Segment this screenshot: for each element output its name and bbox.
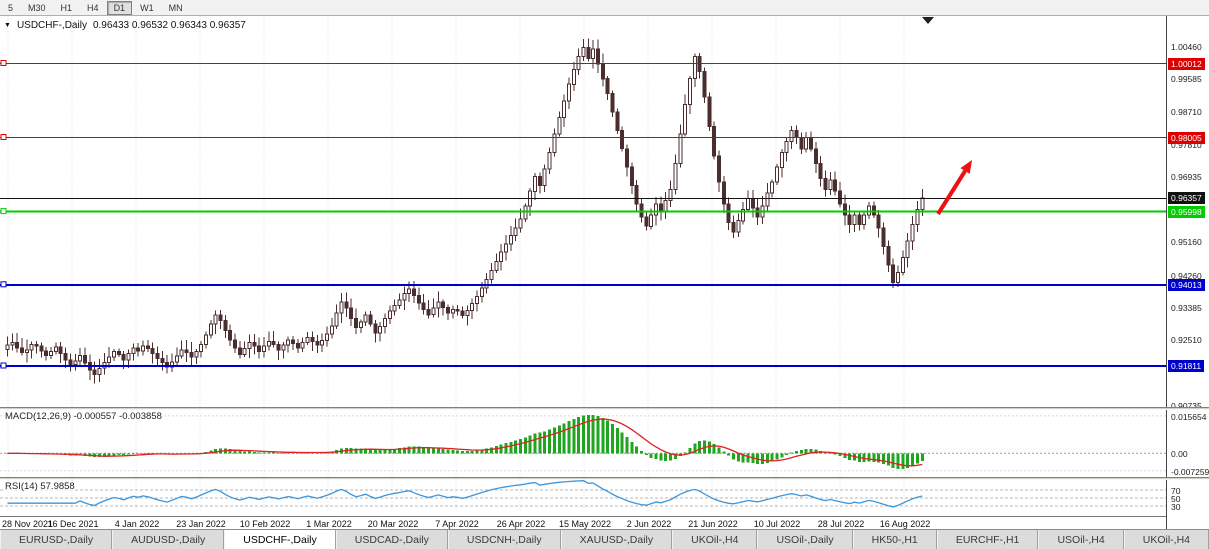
date-label: 28 Jul 2022 <box>817 519 865 529</box>
chart-header: ▼ USDCHF-,Daily 0.96433 0.96532 0.96343 … <box>4 20 246 31</box>
date-label: 1 Mar 2022 <box>306 519 352 529</box>
chart-tab-eurusd-daily[interactable]: EURUSD-,Daily <box>0 530 113 549</box>
date-label: 21 Jun 2022 <box>688 519 738 529</box>
price-tick: 1.00460 <box>1171 42 1202 52</box>
date-label: 26 Apr 2022 <box>496 519 546 529</box>
period-toolbar: 5 M30 H1 H4 D1 W1 MN <box>0 0 1209 16</box>
date-label: 10 Feb 2022 <box>239 519 291 529</box>
chart-tab-ukoil-h4[interactable]: UKOil-,H4 <box>672 530 758 549</box>
line-handle[interactable] <box>0 134 7 140</box>
price-tick: 0.97810 <box>1171 140 1202 150</box>
macd-signal-line <box>7 418 923 467</box>
chart-tab-ukoil-h4[interactable]: UKOil-,H4 <box>1123 530 1209 549</box>
macd-axis-label: -0.007259 <box>1171 466 1209 477</box>
chart-tabs-bar: EURUSD-,Daily AUDUSD-,Daily USDCHF-,Daily U… <box>0 529 1209 549</box>
date-label: 4 Jan 2022 <box>114 519 160 529</box>
period-button-5[interactable]: 5 <box>8 2 14 13</box>
rsi-axis-label: 70 <box>1171 486 1181 496</box>
price-line-label: 0.91811 <box>1168 360 1205 372</box>
period-button-w1[interactable]: W1 <box>140 2 154 13</box>
macd-label: MACD(12,26,9) -0.000557 -0.003858 <box>5 411 162 422</box>
chart-tab-audusd-daily[interactable]: AUDUSD-,Daily <box>112 530 225 549</box>
date-label: 7 Apr 2022 <box>435 519 479 529</box>
period-button-h4[interactable]: H4 <box>87 2 99 13</box>
period-button-h1[interactable]: H1 <box>60 2 73 13</box>
price-line-label: 1.00012 <box>1168 58 1205 70</box>
chart-title-marker-icon: ▼ <box>4 22 11 29</box>
panel-separator[interactable] <box>0 407 1209 410</box>
price-tick: 0.98710 <box>1171 107 1202 117</box>
date-label: 15 May 2022 <box>558 519 612 529</box>
price-line-label: 0.94013 <box>1168 279 1205 291</box>
line-handle[interactable] <box>0 362 7 369</box>
rsi-axis-label: 30 <box>1171 502 1181 512</box>
period-button-m30[interactable]: M30 <box>28 2 46 13</box>
rsi-line <box>7 480 923 508</box>
date-label: 2 Jun 2022 <box>626 519 672 529</box>
date-label: 16 Dec 2021 <box>47 519 99 529</box>
chart-tab-usoil-h4[interactable]: USOil-,H4 <box>1038 530 1124 549</box>
price-tick: 0.93385 <box>1171 303 1202 313</box>
price-line-label: 0.96357 <box>1168 192 1205 204</box>
line-handle[interactable] <box>0 281 7 288</box>
date-label: 28 Nov 2021 <box>2 519 54 529</box>
price-tick: 0.94260 <box>1171 271 1202 281</box>
trend-arrow[interactable] <box>936 160 972 216</box>
macd-axis-label: 0.00 <box>1171 449 1188 460</box>
candlesticks <box>5 38 925 384</box>
macd-histogram <box>6 415 924 469</box>
price-tick: 0.95160 <box>1171 237 1202 247</box>
macd-axis-label: 0.015654 <box>1171 411 1207 422</box>
price-line-label: 0.98005 <box>1168 132 1205 144</box>
price-line-label: 0.95998 <box>1168 206 1205 218</box>
time-axis[interactable]: 28 Nov 2021 16 Dec 2021 4 Jan 2022 23 Jan 2… <box>0 516 1166 529</box>
chart-title: USDCHF-,Daily <box>16 20 87 31</box>
chart-tab-usoil-daily[interactable]: USOil-,Daily <box>757 530 853 549</box>
chart-tab-usdcad-daily[interactable]: USDCAD-,Daily <box>335 530 448 549</box>
rsi-axis-label: 50 <box>1171 494 1181 504</box>
chart-tab-usdchf-daily[interactable]: USDCHF-,Daily <box>224 530 336 549</box>
chart-tab-usdcnh-daily[interactable]: USDCNH-,Daily <box>447 530 561 549</box>
chart-tab-eurchf-h1[interactable]: EURCHF-,H1 <box>936 530 1039 549</box>
line-handle[interactable] <box>0 60 7 66</box>
date-label: 10 Jul 2022 <box>753 519 801 529</box>
price-tick: 0.92510 <box>1171 335 1202 345</box>
main-chart-canvas[interactable] <box>0 16 1166 407</box>
period-button-mn[interactable]: MN <box>168 2 183 13</box>
price-tick: 0.99585 <box>1171 74 1202 84</box>
period-button-d1[interactable]: D1 <box>106 0 133 15</box>
price-tick: 0.96935 <box>1171 172 1202 182</box>
price-tick: 0.90735 <box>1171 401 1202 411</box>
panel-separator[interactable] <box>0 477 1209 480</box>
chart-tab-xauusd-daily[interactable]: XAUUSD-,Daily <box>560 530 673 549</box>
chart-ohlc-values: 0.96433 0.96532 0.96343 0.96357 <box>92 20 246 31</box>
line-handle[interactable] <box>0 208 7 215</box>
price-axis[interactable]: 1.00460 0.99585 0.98710 0.97810 0.96935 0.951… <box>1166 16 1209 529</box>
date-label: 20 Mar 2022 <box>367 519 419 529</box>
macd-panel-canvas[interactable] <box>0 410 1166 477</box>
date-label: 16 Aug 2022 <box>879 519 931 529</box>
date-label: 23 Jan 2022 <box>176 519 226 529</box>
autoscroll-marker-icon <box>922 17 934 24</box>
rsi-panel-canvas[interactable] <box>0 480 1166 516</box>
rsi-label: RSI(14) 57.9858 <box>5 481 75 492</box>
chart-tab-hk50-h1[interactable]: HK50-,H1 <box>852 530 937 549</box>
